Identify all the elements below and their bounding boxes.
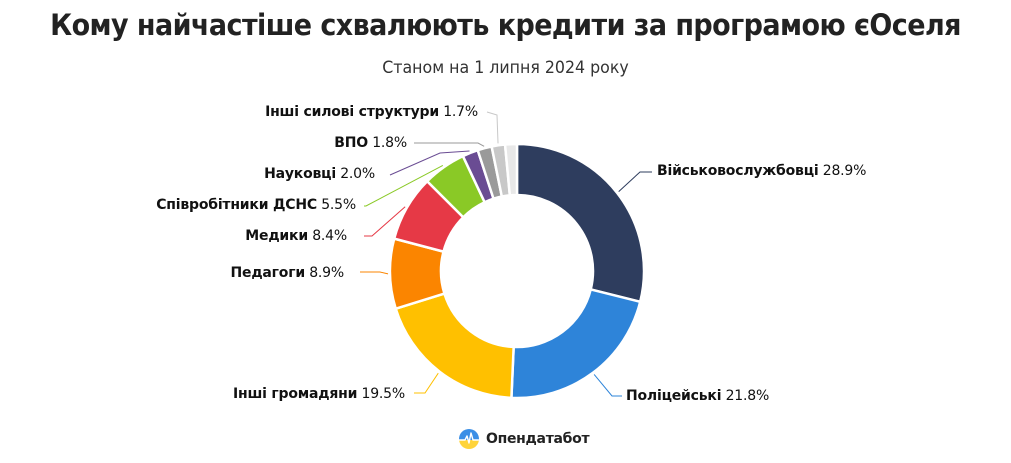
label-other-security: Інші силові структури 1.7% <box>265 104 478 120</box>
brand-logo: Опендатабот <box>458 428 590 450</box>
donut-slice-9 <box>503 142 519 197</box>
label-teachers: Педагоги 8.9% <box>230 265 345 281</box>
leader-line-7 <box>414 142 485 147</box>
donut-slice-1 <box>510 288 642 400</box>
donut-slice-0 <box>515 142 646 304</box>
leader-line-2 <box>414 372 439 394</box>
brand-name: Опендатабот <box>486 431 590 447</box>
chart-subtitle: Станом на 1 липня 2024 року <box>382 58 629 78</box>
leader-line-4 <box>364 206 406 237</box>
label-dsns: Співробітники ДСНС 5.5% <box>156 197 356 213</box>
leader-line-6 <box>389 150 470 176</box>
leader-line-0 <box>618 171 652 192</box>
donut-slices <box>388 142 646 400</box>
label-police: Поліцейські 21.8% <box>626 388 770 404</box>
donut-slice-2 <box>394 292 515 400</box>
label-military: Військовослужбовці 28.9% <box>657 163 867 179</box>
leader-line-8 <box>486 111 499 144</box>
leader-lines <box>360 111 652 397</box>
leader-line-1 <box>593 374 622 397</box>
label-medics: Медики 8.4% <box>245 228 347 244</box>
opendatabot-logo-icon <box>459 429 479 449</box>
label-idp: ВПО 1.8% <box>334 135 407 151</box>
label-other-citizens: Інші громадяни 19.5% <box>233 386 405 402</box>
label-scientists: Науковці 2.0% <box>264 166 375 182</box>
leader-line-5 <box>364 165 444 207</box>
chart-title: Кому найчастіше схвалюють кредити за про… <box>50 8 961 42</box>
leader-line-3 <box>360 271 389 275</box>
